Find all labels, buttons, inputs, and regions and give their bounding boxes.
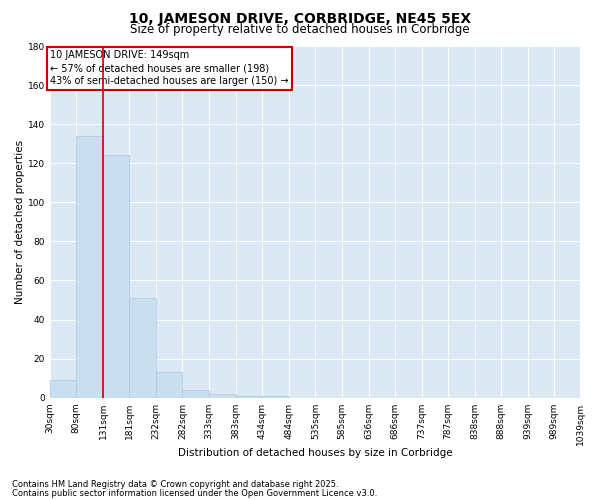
Bar: [236, 396, 262, 398]
Text: Contains public sector information licensed under the Open Government Licence v3: Contains public sector information licen…: [12, 488, 377, 498]
Text: 10 JAMESON DRIVE: 149sqm
← 57% of detached houses are smaller (198)
43% of semi-: 10 JAMESON DRIVE: 149sqm ← 57% of detach…: [50, 50, 289, 86]
Y-axis label: Number of detached properties: Number of detached properties: [15, 140, 25, 304]
Bar: [129, 298, 156, 398]
Bar: [182, 390, 209, 398]
Bar: [156, 372, 182, 398]
Bar: [262, 396, 289, 398]
Bar: [209, 394, 236, 398]
Text: 10, JAMESON DRIVE, CORBRIDGE, NE45 5EX: 10, JAMESON DRIVE, CORBRIDGE, NE45 5EX: [129, 12, 471, 26]
Text: Size of property relative to detached houses in Corbridge: Size of property relative to detached ho…: [130, 22, 470, 36]
Bar: [103, 156, 129, 398]
Bar: [76, 136, 103, 398]
Text: Contains HM Land Registry data © Crown copyright and database right 2025.: Contains HM Land Registry data © Crown c…: [12, 480, 338, 489]
Bar: [50, 380, 76, 398]
X-axis label: Distribution of detached houses by size in Corbridge: Distribution of detached houses by size …: [178, 448, 452, 458]
